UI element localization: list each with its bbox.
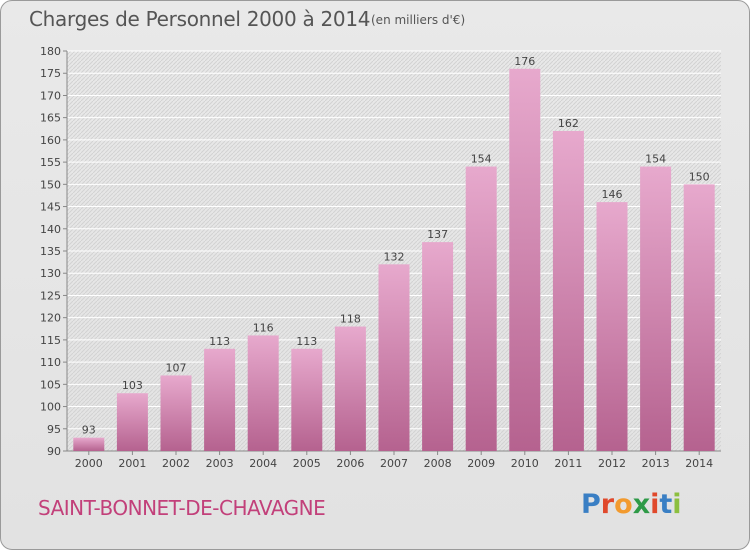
y-tick-label: 105 bbox=[40, 378, 61, 391]
y-tick-label: 100 bbox=[40, 401, 61, 414]
bar bbox=[116, 393, 148, 451]
y-tick-label: 125 bbox=[40, 289, 61, 302]
data-label: 132 bbox=[384, 250, 405, 263]
logo-letter: r bbox=[600, 489, 615, 520]
bar bbox=[204, 348, 236, 451]
x-tick-label: 2011 bbox=[554, 457, 582, 470]
data-label: 118 bbox=[340, 313, 361, 326]
x-tick-label: 2012 bbox=[598, 457, 626, 470]
x-tick-label: 2014 bbox=[685, 457, 713, 470]
y-tick-label: 140 bbox=[40, 223, 61, 236]
y-tick-label: 170 bbox=[40, 89, 61, 102]
y-tick-label: 135 bbox=[40, 245, 61, 258]
logo-letter: P bbox=[581, 489, 601, 520]
logo-letter: t bbox=[659, 489, 673, 520]
y-tick-label: 90 bbox=[47, 445, 61, 458]
data-label: 103 bbox=[122, 379, 143, 392]
data-label: 113 bbox=[296, 335, 317, 348]
proxiti-logo: Proxiti bbox=[581, 489, 682, 520]
y-tick-label: 130 bbox=[40, 267, 61, 280]
y-tick-label: 175 bbox=[40, 67, 61, 80]
chart-title: Charges de Personnel 2000 à 2014 bbox=[29, 7, 371, 31]
x-tick-label: 2006 bbox=[336, 457, 364, 470]
y-tick-label: 150 bbox=[40, 178, 61, 191]
y-tick-label: 110 bbox=[40, 356, 61, 369]
x-tick-label: 2004 bbox=[249, 457, 277, 470]
x-tick-label: 2000 bbox=[75, 457, 103, 470]
bar bbox=[378, 264, 410, 451]
data-label: 146 bbox=[602, 188, 623, 201]
data-label: 137 bbox=[427, 228, 448, 241]
x-tick-label: 2007 bbox=[380, 457, 408, 470]
data-label: 93 bbox=[82, 424, 96, 437]
place-name: SAINT-BONNET-DE-CHAVAGNE bbox=[38, 496, 326, 520]
bar bbox=[509, 68, 541, 452]
y-tick-label: 155 bbox=[40, 156, 61, 169]
data-label: 176 bbox=[514, 55, 535, 68]
bar bbox=[334, 326, 366, 451]
bar bbox=[160, 375, 192, 451]
x-tick-label: 2010 bbox=[511, 457, 539, 470]
chart-unit: (en milliers d'€) bbox=[371, 13, 466, 27]
x-tick-label: 2013 bbox=[642, 457, 670, 470]
logo-letter: i bbox=[672, 489, 682, 520]
data-label: 113 bbox=[209, 335, 230, 348]
bar bbox=[291, 348, 323, 451]
x-tick-label: 2005 bbox=[293, 457, 321, 470]
x-tick-label: 2008 bbox=[424, 457, 452, 470]
y-tick-label: 120 bbox=[40, 312, 61, 325]
logo-letter: x bbox=[632, 489, 651, 520]
y-tick-label: 115 bbox=[40, 334, 61, 347]
bar bbox=[596, 202, 628, 451]
y-tick-label: 95 bbox=[47, 423, 61, 436]
bar bbox=[422, 242, 454, 451]
bar bbox=[247, 335, 279, 451]
bar bbox=[73, 437, 105, 451]
bar bbox=[683, 184, 715, 452]
x-tick-label: 2003 bbox=[206, 457, 234, 470]
data-label: 107 bbox=[166, 361, 187, 374]
x-tick-label: 2009 bbox=[467, 457, 495, 470]
x-tick-label: 2001 bbox=[118, 457, 146, 470]
y-tick-label: 165 bbox=[40, 112, 61, 125]
data-label: 116 bbox=[253, 321, 274, 334]
data-label: 150 bbox=[689, 170, 710, 183]
y-tick-label: 160 bbox=[40, 134, 61, 147]
y-tick-label: 145 bbox=[40, 201, 61, 214]
y-tick-label: 180 bbox=[40, 45, 61, 58]
data-label: 154 bbox=[645, 153, 666, 166]
logo-letter: i bbox=[650, 489, 660, 520]
bar bbox=[552, 131, 584, 451]
bar bbox=[465, 166, 497, 452]
logo-letter: o bbox=[614, 489, 633, 520]
x-tick-label: 2002 bbox=[162, 457, 190, 470]
data-label: 154 bbox=[471, 153, 492, 166]
data-label: 162 bbox=[558, 117, 579, 130]
bar bbox=[640, 166, 672, 452]
